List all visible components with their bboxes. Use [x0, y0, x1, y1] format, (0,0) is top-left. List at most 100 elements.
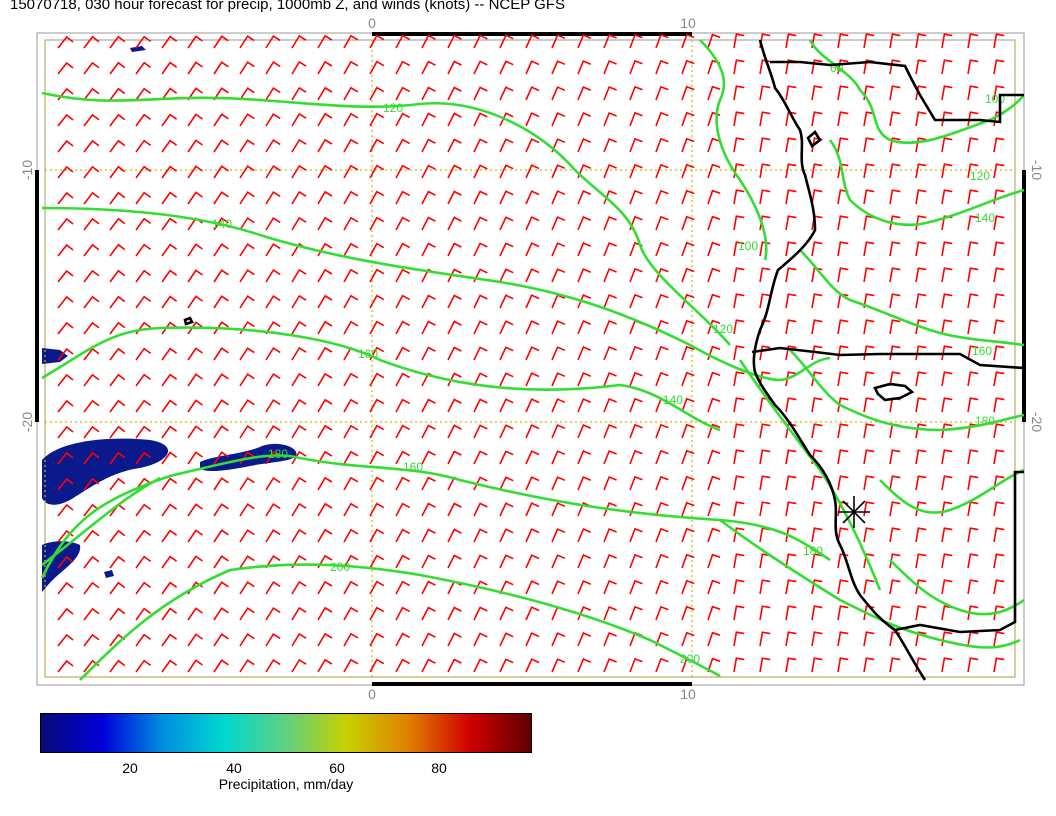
wind-barb	[889, 85, 901, 101]
wind-barb	[681, 423, 695, 439]
contour-line	[889, 559, 1025, 616]
wind-barb	[57, 373, 74, 387]
wind-barb	[187, 321, 203, 335]
wind-barb	[317, 606, 333, 621]
wind-barb	[83, 139, 100, 153]
wind-barb	[239, 555, 255, 569]
wind-barb	[395, 398, 411, 413]
wind-barb	[603, 475, 617, 491]
wind-barb	[889, 345, 901, 361]
wind-barb	[837, 85, 849, 101]
wind-barb	[239, 139, 255, 153]
colorbar-tick: 80	[431, 760, 447, 776]
wind-barb	[525, 242, 540, 257]
wind-barb	[447, 658, 462, 673]
wind-barb	[551, 268, 566, 283]
wind-barb	[395, 34, 411, 49]
wind-barb	[57, 425, 74, 439]
colorbar-tick: 60	[329, 760, 345, 776]
wind-barb	[629, 527, 643, 543]
wind-barb	[681, 345, 695, 361]
wind-barb	[135, 529, 152, 543]
wind-barb	[499, 658, 514, 673]
wind-barb	[941, 345, 953, 361]
wind-barb	[681, 605, 695, 621]
wind-barb	[187, 295, 203, 309]
wind-barb	[655, 527, 669, 543]
wind-barb	[811, 345, 823, 361]
wind-barb	[837, 605, 849, 621]
wind-barb	[577, 606, 592, 621]
wind-barb	[187, 607, 203, 621]
wind-barb	[421, 450, 436, 465]
contour-line	[738, 359, 882, 591]
wind-barb	[239, 607, 255, 621]
wind-barb	[551, 346, 566, 361]
wind-barb	[499, 34, 514, 49]
wind-barb	[421, 554, 436, 569]
wind-barb	[343, 190, 359, 205]
wind-barb	[629, 267, 643, 283]
wind-barb	[291, 476, 307, 491]
wind-barb	[369, 476, 385, 491]
wind-barb	[213, 659, 229, 673]
wind-barb	[213, 581, 229, 595]
wind-barb	[577, 554, 592, 569]
wind-barb	[187, 399, 203, 413]
wind-barb	[577, 424, 592, 439]
wind-barb	[629, 85, 643, 101]
wind-barb	[109, 529, 126, 543]
wind-barb	[291, 580, 307, 595]
contour-line	[41, 476, 161, 567]
wind-barb	[57, 113, 74, 127]
wind-barb	[265, 476, 281, 491]
wind-barb	[317, 34, 333, 49]
wind-barb	[421, 632, 436, 647]
wind-barb	[967, 85, 979, 101]
wind-barb	[317, 580, 333, 595]
wind-barb	[187, 347, 203, 361]
wind-barb	[213, 633, 229, 647]
wind-barb	[109, 295, 126, 309]
wind-barb	[343, 268, 359, 283]
wind-barb	[447, 528, 462, 543]
wind-barb	[655, 371, 669, 387]
wind-barb	[889, 215, 901, 231]
wind-barb	[967, 475, 979, 491]
wind-barb	[759, 631, 771, 647]
wind-barb	[369, 216, 385, 231]
wind-barb	[57, 139, 74, 153]
wind-barb	[161, 477, 178, 491]
wind-barb	[811, 579, 823, 595]
wind-barb	[811, 527, 823, 543]
wind-barb	[525, 60, 540, 75]
wind-barb	[135, 477, 152, 491]
wind-barb	[395, 502, 411, 517]
wind-barb	[499, 606, 514, 621]
wind-barb	[837, 215, 849, 231]
wind-barb	[447, 450, 462, 465]
wind-barb	[915, 319, 927, 335]
wind-barb	[941, 605, 953, 621]
wind-barb	[395, 112, 411, 127]
wind-barb	[57, 217, 74, 231]
wind-barb	[83, 555, 100, 569]
wind-barb	[993, 267, 1005, 283]
wind-barb	[785, 137, 797, 153]
wind-barb	[135, 35, 152, 49]
wind-barb	[785, 189, 797, 205]
wind-barb	[239, 87, 255, 101]
wind-barb	[83, 191, 100, 205]
wind-barb	[161, 113, 178, 127]
wind-barb	[109, 399, 126, 413]
wind-barb	[655, 579, 669, 595]
wind-barb	[265, 112, 281, 127]
wind-barb	[707, 293, 721, 309]
wind-barb	[993, 579, 1005, 595]
wind-barb	[967, 111, 979, 127]
wind-barb	[369, 632, 385, 647]
wind-barb	[629, 111, 643, 127]
wind-barb	[551, 528, 566, 543]
wind-barb	[473, 502, 488, 517]
wind-barb	[785, 527, 797, 543]
